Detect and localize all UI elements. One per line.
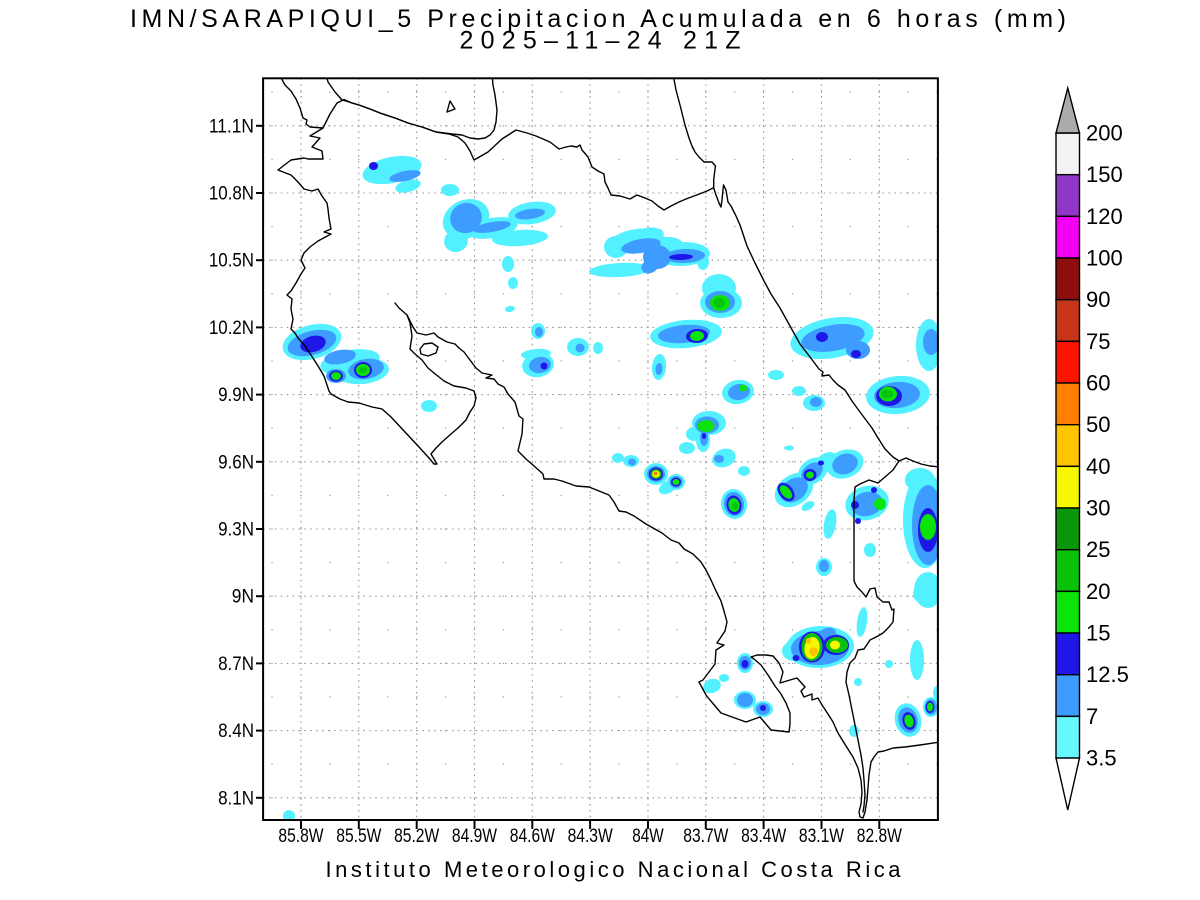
svg-text:90: 90 xyxy=(1086,287,1110,312)
svg-text:Instituto Meteorologico Nacion: Instituto Meteorologico Nacional Costa R… xyxy=(326,857,902,882)
svg-text:84.9W: 84.9W xyxy=(452,826,497,847)
svg-text:84.6W: 84.6W xyxy=(510,826,555,847)
svg-text:150: 150 xyxy=(1086,162,1123,187)
svg-text:200: 200 xyxy=(1086,121,1123,146)
svg-text:10.2N: 10.2N xyxy=(209,318,254,339)
svg-text:85.8W: 85.8W xyxy=(278,826,323,847)
svg-text:84.3W: 84.3W xyxy=(568,826,613,847)
svg-text:10.8N: 10.8N xyxy=(209,184,254,205)
svg-text:9N: 9N xyxy=(232,587,254,608)
svg-text:50: 50 xyxy=(1086,412,1110,437)
svg-text:75: 75 xyxy=(1086,329,1110,354)
svg-text:30: 30 xyxy=(1086,496,1110,521)
svg-text:10.5N: 10.5N xyxy=(209,251,254,272)
svg-text:12.5: 12.5 xyxy=(1086,662,1129,687)
svg-text:60: 60 xyxy=(1086,371,1110,396)
svg-text:8.4N: 8.4N xyxy=(218,721,254,742)
svg-text:100: 100 xyxy=(1086,246,1123,271)
svg-text:25: 25 xyxy=(1086,537,1110,562)
svg-text:83.4W: 83.4W xyxy=(741,826,786,847)
svg-text:120: 120 xyxy=(1086,204,1123,229)
svg-text:85.5W: 85.5W xyxy=(336,826,381,847)
svg-text:40: 40 xyxy=(1086,454,1110,479)
svg-text:83.7W: 83.7W xyxy=(683,826,728,847)
svg-text:85.2W: 85.2W xyxy=(394,826,439,847)
svg-text:9.3N: 9.3N xyxy=(218,520,254,541)
svg-text:7: 7 xyxy=(1086,704,1098,729)
svg-text:11.1N: 11.1N xyxy=(209,116,254,137)
svg-text:15: 15 xyxy=(1086,621,1110,646)
svg-text:9.9N: 9.9N xyxy=(218,385,254,406)
svg-text:82.8W: 82.8W xyxy=(857,826,902,847)
svg-text:3.5: 3.5 xyxy=(1086,746,1117,771)
svg-text:84W: 84W xyxy=(632,826,663,847)
svg-text:20: 20 xyxy=(1086,579,1110,604)
svg-text:8.1N: 8.1N xyxy=(218,788,254,809)
svg-text:8.7N: 8.7N xyxy=(218,654,254,675)
svg-text:9.6N: 9.6N xyxy=(218,452,254,473)
svg-text:83.1W: 83.1W xyxy=(799,826,844,847)
